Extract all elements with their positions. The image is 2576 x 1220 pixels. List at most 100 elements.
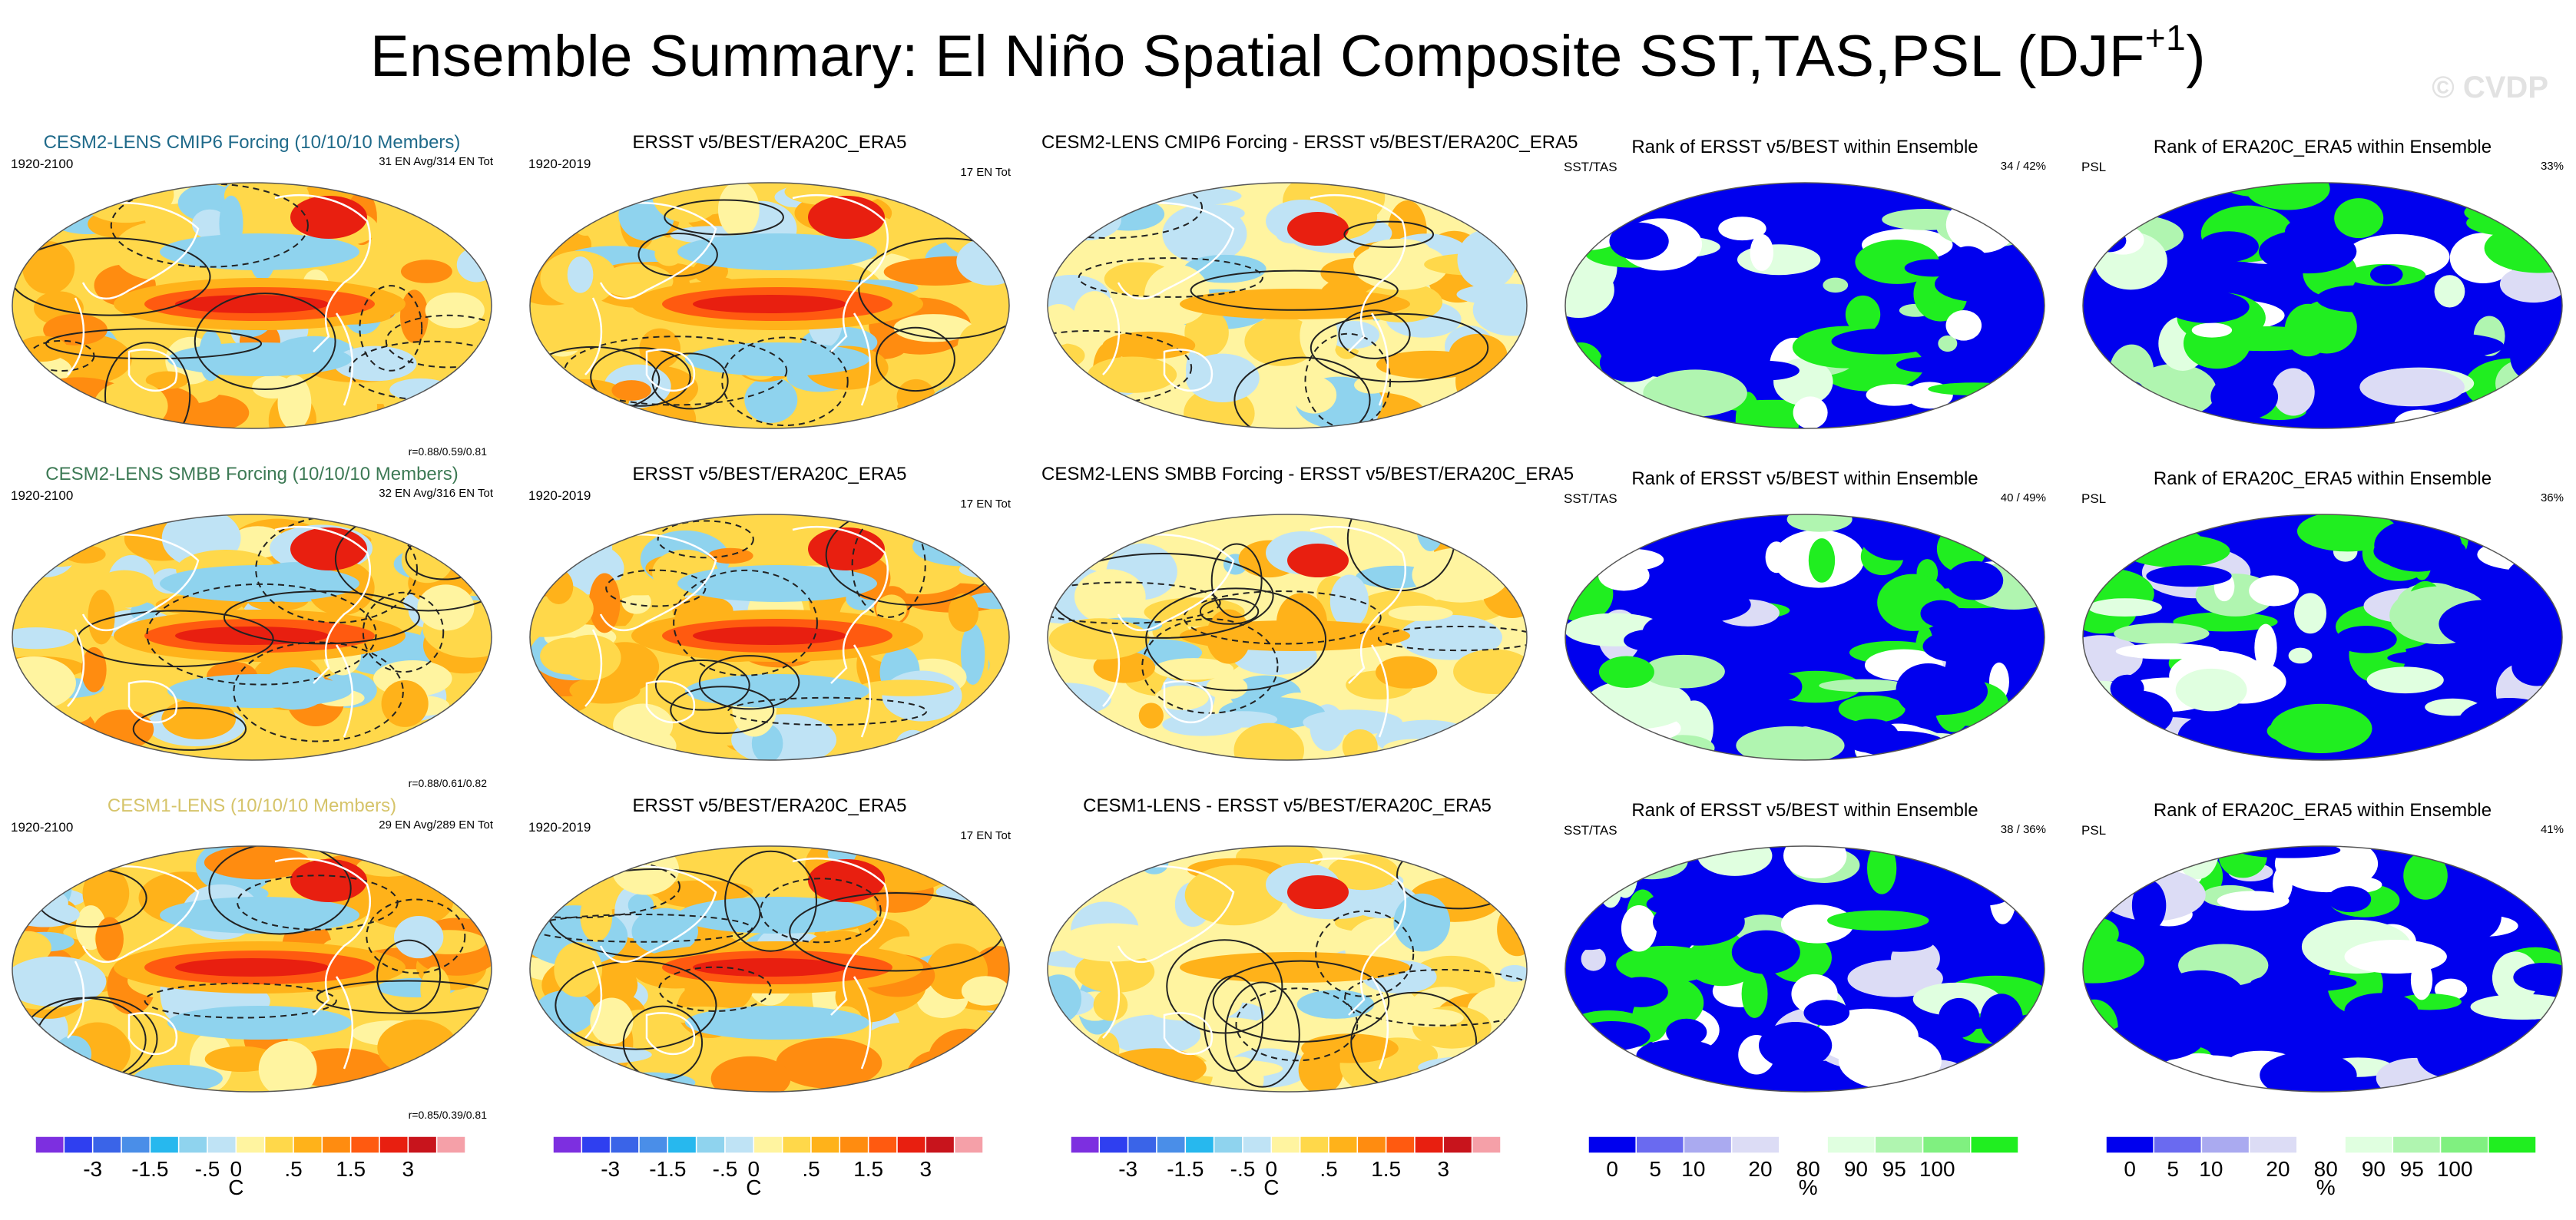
coastline	[1117, 202, 1235, 299]
field-blob	[1185, 353, 1260, 403]
rank-region-low	[1650, 587, 1751, 623]
rank-region-low	[2316, 285, 2396, 312]
psl-contour	[657, 520, 754, 559]
field-blob	[559, 634, 621, 681]
colorbar-tick: 20	[2266, 1157, 2290, 1181]
rank-region	[1598, 656, 1654, 688]
colorbar-tick: 1.5	[853, 1157, 883, 1181]
field-blob	[1048, 514, 1073, 573]
rank-region	[2218, 846, 2267, 878]
colorbar-swatch	[753, 1136, 783, 1154]
south-pacific-cool	[685, 342, 869, 376]
field-blob	[389, 378, 452, 402]
psl-contour	[1199, 597, 1260, 625]
colorbar-swatch	[91, 1136, 122, 1154]
panel-title: CESM2-LENS CMIP6 Forcing (10/10/10 Membe…	[43, 132, 461, 153]
rank-region	[2088, 598, 2162, 617]
coastline	[274, 858, 371, 1016]
psl-contour	[146, 583, 377, 686]
map-border	[529, 845, 1010, 1093]
field-blob	[65, 545, 106, 564]
anomaly-map	[1047, 182, 1528, 429]
rank-region	[1736, 726, 1845, 760]
field-blob	[1369, 238, 1430, 260]
colorbar-tick: 100	[2437, 1157, 2473, 1181]
rank-region	[1783, 846, 1847, 879]
field-blob	[12, 956, 107, 1007]
colorbar-swatch	[839, 1136, 869, 1154]
field-blob	[1453, 649, 1527, 695]
rank-region-low	[2513, 962, 2562, 992]
field-blob	[13, 1046, 72, 1066]
psl-contour	[316, 980, 492, 1014]
field-blob	[1445, 514, 1527, 542]
colorbar-swatch	[2153, 1136, 2203, 1154]
map-border	[1047, 182, 1528, 429]
colorbar-tick: 3	[920, 1157, 932, 1181]
rank-region	[1819, 679, 1907, 693]
colorbar-svg: -3 -1.5 -.5 0 .5 1.5 3 C	[552, 1136, 984, 1199]
field-blob	[959, 560, 1009, 579]
field-blob	[377, 1019, 459, 1076]
field-blob	[145, 371, 189, 389]
coastline	[645, 1012, 696, 1056]
rank-region-low	[2397, 333, 2505, 359]
rank-region	[2366, 666, 2444, 694]
rank-region	[2173, 612, 2278, 632]
rank-region-low	[2369, 264, 2403, 285]
field-blob	[1048, 875, 1111, 892]
colorbar-swatch	[1070, 1136, 1101, 1154]
colorbar-swatch	[1414, 1136, 1445, 1154]
field-blob	[710, 1056, 791, 1092]
field-blob	[1114, 742, 1184, 759]
rank-region	[2422, 183, 2521, 197]
field-blob	[252, 375, 293, 399]
field-blob	[393, 915, 444, 959]
psl-contour	[359, 285, 423, 372]
psl-contour	[1048, 329, 1193, 406]
map-border	[1564, 514, 2045, 761]
field-blob	[1397, 1008, 1464, 1027]
coastline	[81, 202, 200, 299]
south-pacific-cool	[167, 674, 352, 708]
rank-region	[2002, 707, 2045, 733]
field-blob	[654, 242, 684, 266]
map-border	[2082, 514, 2563, 761]
psl-contour	[132, 707, 247, 751]
field-blob	[1048, 974, 1082, 1023]
rank-region-low	[1731, 930, 1800, 974]
map-border	[12, 845, 492, 1093]
psl-contour	[858, 237, 1009, 339]
colorbar-tick: -.5	[713, 1157, 738, 1181]
rank-region	[2284, 303, 2332, 357]
rank-region	[2111, 256, 2147, 285]
colorbar-unit: C	[746, 1175, 761, 1199]
psl-contour	[530, 855, 680, 919]
panel-correlation-label: r=0.88/0.59/0.81	[408, 445, 487, 458]
colorbar-svg: 0 5 10 20 80 90 95 100%	[2105, 1136, 2537, 1199]
psl-contour	[1048, 581, 1221, 624]
colorbar-swatch	[1213, 1136, 1243, 1154]
panel-period-label: SST/TAS	[1564, 491, 1617, 506]
rank-region-low	[1565, 915, 1619, 951]
map-border	[1047, 845, 1528, 1093]
rank-region	[1938, 335, 1958, 352]
diff-tongue	[1180, 620, 1410, 651]
colorbar-swatch	[810, 1136, 841, 1154]
rank-region	[2498, 1060, 2521, 1092]
panel-count-label: 40 / 49%	[2000, 491, 2046, 504]
colorbar-tick: -.5	[195, 1157, 220, 1181]
colorbar-swatch	[207, 1136, 237, 1154]
rank-region-low	[1613, 977, 1668, 1007]
rank-region-low	[2101, 379, 2143, 396]
field-blob	[966, 592, 1009, 610]
rank-region-low	[2258, 230, 2357, 274]
rank-region	[2217, 891, 2290, 911]
nino-core	[175, 295, 329, 313]
north-america-warm	[808, 527, 885, 570]
colorbar-swatch	[1779, 1136, 1828, 1154]
panel-ens-row2: CESM2-LENS SMBB Forcing (10/10/10 Member…	[6, 464, 498, 794]
colorbar-swatch	[35, 1136, 65, 1154]
colorbar-tick: 1.5	[1371, 1157, 1401, 1181]
panel-title: Rank of ERA20C_ERA5 within Ensemble	[2153, 800, 2492, 821]
